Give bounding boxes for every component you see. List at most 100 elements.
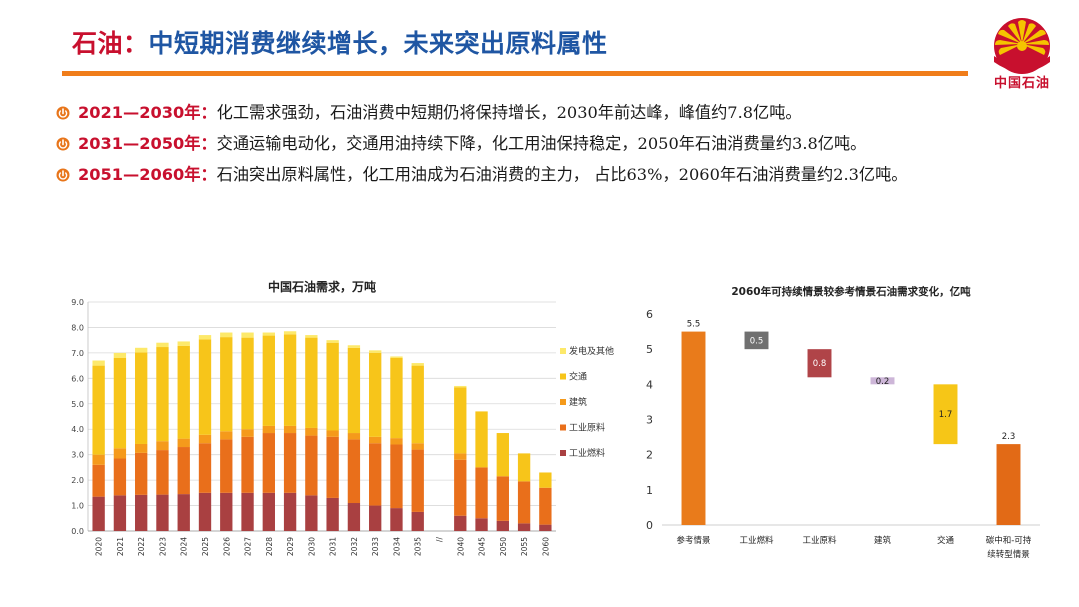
bar-segment bbox=[262, 335, 275, 426]
bar-segment bbox=[177, 447, 190, 495]
petrochina-logo-icon bbox=[994, 18, 1050, 74]
y-tick-label: 8.0 bbox=[71, 323, 84, 332]
y-tick-label: 2 bbox=[646, 449, 653, 462]
power-bullet-icon bbox=[56, 168, 70, 182]
bar-segment bbox=[283, 433, 297, 493]
bullet-period: 2051—2060年： bbox=[78, 165, 217, 184]
x-tick-label: 2045 bbox=[478, 537, 487, 556]
x-tick-label: 2025 bbox=[201, 537, 210, 556]
bar-segment bbox=[177, 438, 190, 448]
bar-segment bbox=[220, 332, 233, 338]
legend-label: 发电及其他 bbox=[569, 345, 614, 357]
bar-segment bbox=[369, 436, 382, 444]
x-tick-label: 工业原料 bbox=[802, 535, 837, 546]
x-tick-label: 2055 bbox=[520, 537, 529, 556]
bar-segment bbox=[92, 464, 105, 497]
bullet-period: 2021—2030年： bbox=[78, 103, 217, 122]
bar-segment bbox=[220, 431, 233, 440]
bar-segment bbox=[135, 352, 148, 444]
y-tick-label: 7.0 bbox=[71, 349, 84, 358]
bar-segment bbox=[220, 492, 233, 531]
bar-segment bbox=[390, 438, 403, 445]
bar-segment bbox=[411, 449, 424, 512]
x-tick-label: 建筑 bbox=[874, 535, 892, 546]
bar-segment bbox=[113, 458, 127, 496]
x-tick-label: 2026 bbox=[222, 537, 231, 556]
bar-segment bbox=[262, 492, 275, 531]
x-tick-label: 续转型情景 bbox=[987, 549, 1030, 560]
bar-segment bbox=[220, 337, 233, 432]
data-label: 5.5 bbox=[687, 320, 701, 330]
bar-segment bbox=[135, 443, 148, 453]
bar-segment bbox=[92, 365, 105, 455]
y-tick-label: 2.0 bbox=[71, 476, 84, 485]
bar-segment bbox=[454, 459, 467, 516]
bar-segment bbox=[92, 454, 105, 465]
y-tick-label: 1.0 bbox=[71, 502, 84, 511]
bar-segment bbox=[517, 453, 531, 482]
bar-segment bbox=[113, 352, 127, 358]
waterfall-bar bbox=[933, 384, 958, 445]
legend-label: 工业原料 bbox=[569, 422, 605, 434]
bar-segment bbox=[113, 448, 127, 459]
bar-segment bbox=[220, 439, 233, 493]
x-tick-label: 2030 bbox=[307, 537, 316, 556]
bar-segment bbox=[475, 467, 488, 519]
bar-segment bbox=[347, 345, 361, 348]
waterfall-bar bbox=[870, 377, 895, 385]
bar-segment bbox=[135, 494, 148, 531]
y-tick-label: 4 bbox=[646, 378, 653, 391]
bar-segment bbox=[496, 476, 509, 521]
bar-segment bbox=[305, 427, 318, 436]
waterfall-bar bbox=[744, 331, 769, 350]
x-tick-label: 2029 bbox=[286, 537, 295, 556]
x-tick-label: 2024 bbox=[180, 537, 189, 556]
y-tick-label: 4.0 bbox=[71, 425, 84, 434]
bar-segment bbox=[369, 443, 382, 506]
oil-demand-waterfall-chart: 2060年可持续情景较参考情景石油需求变化，亿吨 0 1 2 3 4 5 6 5.5 参考情景 0.… bbox=[646, 285, 1040, 560]
data-label: 0.5 bbox=[750, 336, 764, 346]
bar-segment bbox=[411, 363, 424, 366]
power-bullet-icon bbox=[56, 106, 70, 120]
bar-segment bbox=[92, 360, 105, 366]
bar-segment bbox=[326, 340, 339, 343]
bar-segment bbox=[283, 425, 297, 434]
x-tick-label: 2028 bbox=[265, 537, 274, 556]
bullet-list: 2021—2030年：化工需求强劲，石油消费中短期仍将保持增长，2030年前达峰… bbox=[56, 97, 1056, 190]
bar-segment bbox=[347, 439, 361, 504]
x-tick-label: 2050 bbox=[499, 537, 508, 556]
bar-segment bbox=[283, 492, 297, 531]
logo-text: 中国石油 bbox=[993, 76, 1050, 91]
data-label: 0.8 bbox=[813, 359, 827, 369]
x-tick-label: 参考情景 bbox=[676, 535, 710, 546]
bullet-item-2: 2031—2050年：交通运输电动化，交通用油持续下降，化工用油保持稳定，205… bbox=[56, 128, 1056, 159]
bar-segment bbox=[113, 357, 127, 449]
bar-segment bbox=[347, 433, 361, 440]
legend-swatch bbox=[560, 399, 566, 405]
bar-segment bbox=[454, 387, 467, 454]
data-label: 0.2 bbox=[876, 377, 890, 387]
bullet-period: 2031—2050年： bbox=[78, 134, 217, 153]
bar-segment bbox=[241, 337, 254, 430]
bar-segment bbox=[390, 357, 403, 439]
power-bullet-icon bbox=[56, 137, 70, 151]
bullet-item-1: 2021—2030年：化工需求强劲，石油消费中短期仍将保持增长，2030年前达峰… bbox=[56, 97, 1056, 128]
bar-segment bbox=[454, 453, 467, 460]
bar-segment bbox=[241, 492, 254, 531]
x-tick-label: 2033 bbox=[371, 537, 380, 556]
bar-segment bbox=[326, 436, 339, 498]
x-tick-label: 2020 bbox=[95, 537, 104, 556]
bar-segment bbox=[262, 425, 275, 434]
bar-segment bbox=[411, 511, 424, 531]
bar-segment bbox=[156, 441, 169, 451]
waterfall-bar bbox=[807, 349, 832, 378]
x-tick-label: 2040 bbox=[456, 537, 465, 556]
bar-segment bbox=[135, 452, 148, 495]
bar-segment bbox=[454, 385, 467, 388]
bar-segment bbox=[156, 347, 169, 442]
bar-segment bbox=[305, 495, 318, 531]
y-tick-label: 6.0 bbox=[71, 374, 84, 383]
bar-segment bbox=[390, 508, 403, 531]
x-tick-label: 工业燃料 bbox=[739, 535, 774, 546]
bar-segment bbox=[198, 434, 212, 444]
